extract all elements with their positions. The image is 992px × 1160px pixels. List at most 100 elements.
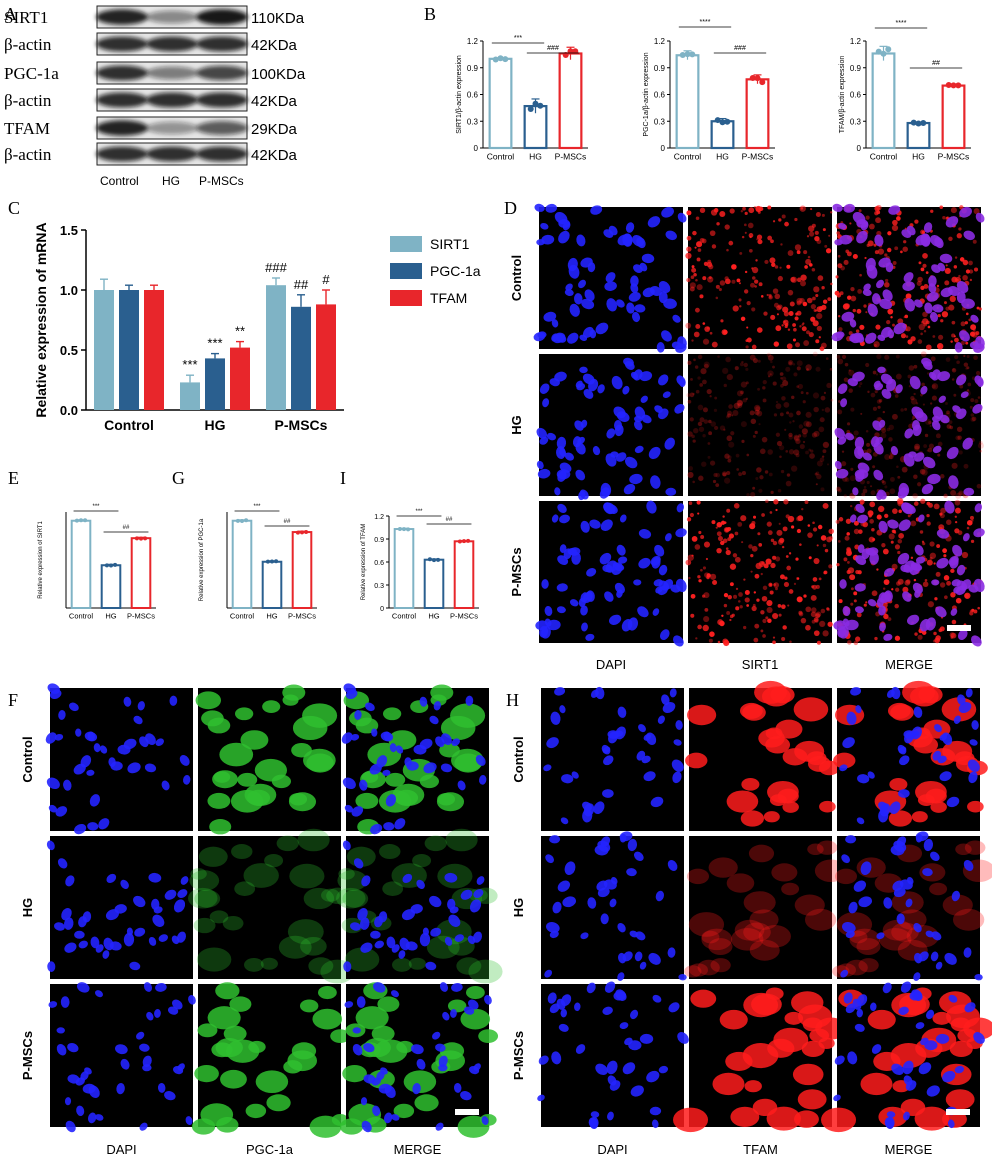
nucleus	[624, 360, 635, 370]
nucleus	[556, 583, 568, 592]
nucleus	[559, 514, 571, 524]
signal-dot	[783, 499, 789, 505]
signal-cell	[726, 790, 759, 813]
signal-dot	[869, 223, 875, 230]
signal-dot	[750, 418, 757, 425]
signal-dot	[697, 376, 701, 380]
nucleus	[640, 395, 648, 403]
signal-dot	[696, 500, 701, 505]
nucleus	[946, 446, 959, 460]
signal-dot	[768, 472, 773, 477]
signal-dot	[895, 587, 900, 592]
nucleus	[444, 936, 453, 946]
nucleus	[879, 298, 893, 310]
signal-dot	[716, 547, 722, 554]
signal-dot	[888, 437, 893, 442]
signal-dot	[742, 398, 748, 403]
nucleus	[878, 520, 888, 533]
nucleus	[454, 934, 465, 942]
panel-letter-e: E	[8, 468, 19, 488]
signal-cell	[687, 704, 717, 726]
signal-cell	[234, 881, 256, 896]
nucleus	[667, 947, 676, 958]
signal-cell	[338, 868, 355, 880]
signal-dot	[787, 515, 795, 523]
signal-dot	[738, 282, 741, 285]
signal-cell	[288, 792, 317, 812]
signal-dot	[687, 399, 692, 404]
signal-dot	[907, 374, 912, 379]
signal-dot	[815, 293, 819, 298]
nucleus	[633, 264, 643, 273]
signal-cell	[887, 702, 911, 719]
signal-dot	[948, 236, 953, 242]
nucleus	[639, 961, 647, 970]
signal-dot	[758, 423, 761, 426]
nucleus	[473, 889, 484, 898]
signal-dot	[787, 328, 791, 331]
nucleus	[939, 771, 952, 782]
signal-dot	[773, 583, 777, 587]
signal-dot	[756, 410, 763, 417]
signal-dot	[937, 441, 943, 447]
nucleus	[363, 1074, 376, 1084]
signal-dot	[974, 399, 979, 404]
nucleus	[625, 222, 635, 233]
signal-dot	[757, 532, 761, 536]
signal-dot	[718, 287, 722, 292]
y-axis-label: Relative expression of PGC-1a	[199, 518, 205, 601]
nucleus	[54, 733, 64, 741]
signal-dot	[924, 579, 928, 582]
nucleus	[676, 503, 685, 513]
signal-dot	[744, 270, 748, 274]
signal-cell	[809, 1028, 830, 1043]
nucleus	[925, 930, 934, 938]
nucleus	[929, 851, 940, 862]
signal-dot	[884, 513, 889, 519]
signal-dot	[954, 256, 958, 259]
y-tick-label: 0	[380, 606, 384, 613]
data-point	[406, 527, 411, 532]
signal-cell	[867, 1009, 896, 1030]
signal-dot	[837, 488, 842, 493]
nucleus	[77, 982, 90, 993]
nucleus	[630, 283, 639, 294]
signal-dot	[691, 267, 697, 273]
signal-dot	[968, 269, 974, 274]
signal-dot	[957, 435, 962, 440]
signal-dot	[723, 526, 730, 533]
nucleus	[669, 688, 677, 698]
signal-dot	[812, 296, 816, 301]
signal-dot	[758, 543, 763, 547]
signal-dot	[960, 340, 965, 346]
nucleus	[934, 724, 942, 733]
bar	[230, 347, 250, 410]
signal-dot	[819, 457, 825, 463]
signal-dot	[755, 406, 761, 412]
nucleus	[647, 216, 661, 228]
signal-dot	[762, 634, 766, 638]
nucleus	[411, 1044, 424, 1055]
y-tick-label: 0.6	[374, 560, 384, 567]
nucleus	[607, 1111, 614, 1121]
signal-cell	[230, 789, 264, 813]
nucleus	[472, 931, 483, 943]
signal-dot	[914, 443, 921, 450]
nucleus	[855, 555, 867, 566]
nucleus	[449, 906, 459, 914]
signal-dot	[865, 215, 870, 220]
signal-dot	[685, 252, 692, 259]
signal-dot	[720, 520, 726, 525]
nucleus	[568, 264, 580, 279]
signal-dot	[793, 435, 800, 442]
signal-cell	[445, 828, 478, 852]
signal-dot	[936, 284, 940, 288]
signal-dot	[897, 538, 903, 544]
nucleus	[845, 835, 857, 844]
blot-band	[96, 120, 148, 136]
signal-cell	[254, 758, 287, 782]
nucleus	[667, 859, 678, 871]
signal-cell	[342, 1064, 367, 1083]
nucleus	[880, 373, 893, 385]
